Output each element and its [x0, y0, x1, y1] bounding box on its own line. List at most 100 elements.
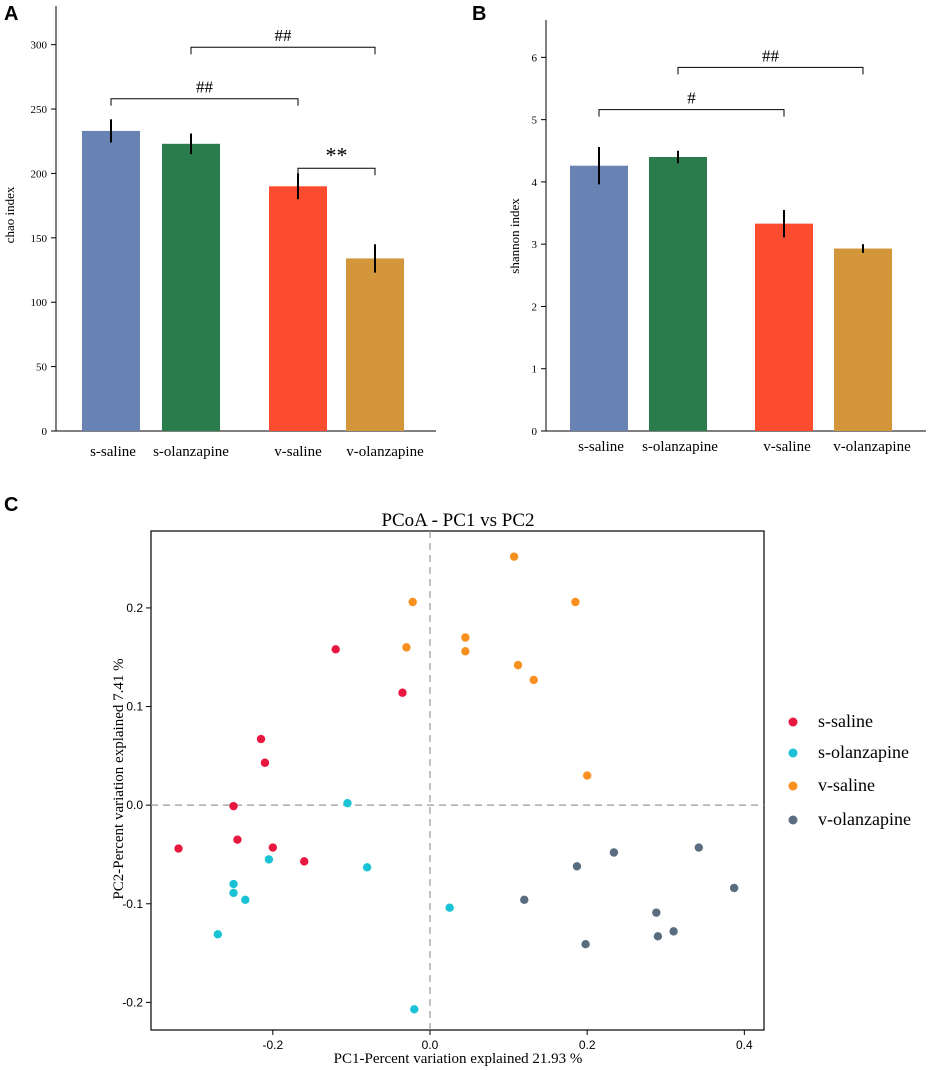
scatter-point-s-olanzapine: [264, 855, 274, 864]
scatter-point-s-saline: [260, 758, 270, 767]
category-label-s-olanzapine: s-olanzapine: [642, 439, 718, 455]
scatter-point-v-olanzapine: [609, 848, 619, 857]
y-tick-label: 0.0: [126, 798, 143, 812]
bar-s-olanzapine: [649, 157, 707, 431]
pcoa-y-axis-label: PC2-Percent variation explained 7.41 %: [111, 658, 127, 899]
bar-s-saline: [570, 165, 628, 431]
bar-v-saline: [269, 186, 327, 431]
scatter-point-v-olanzapine: [669, 927, 678, 936]
legend-label-s-olanzapine: s-olanzapine: [818, 742, 909, 762]
category-label-s-olanzapine: s-olanzapine: [153, 444, 229, 460]
legend-marker-v-saline: [788, 781, 798, 791]
scatter-point-s-saline: [256, 734, 266, 744]
scatter-point-v-saline: [461, 633, 470, 642]
legend-marker-v-olanzapine: [788, 815, 798, 825]
significance-bracket: [110, 98, 299, 106]
scatter-point-s-saline: [268, 843, 278, 852]
pcoa-scatter-plot: PCoA - PC1 vs PC2 PC1-Percent variation …: [111, 510, 911, 1067]
scatter-point-v-saline: [461, 647, 470, 656]
scatter-point-s-saline: [229, 801, 238, 811]
y-tick-label: 250: [31, 104, 48, 116]
bar-v-olanzapine: [346, 258, 404, 431]
significance-bracket: [677, 66, 864, 75]
scatter-point-v-saline: [582, 771, 592, 780]
panel-label-a: A: [4, 3, 18, 25]
category-label-v-olanzapine: v-olanzapine: [346, 444, 424, 460]
scatter-point-v-saline: [571, 597, 580, 607]
y-tick-label: 0.1: [126, 700, 143, 714]
legend-label-v-olanzapine: v-olanzapine: [818, 809, 911, 829]
y-tick-label: 200: [31, 168, 48, 180]
scatter-point-v-olanzapine: [572, 862, 582, 871]
x-tick-label: 0.0: [422, 1038, 439, 1052]
significance-label: ##: [196, 78, 214, 97]
bar-v-olanzapine: [834, 248, 892, 431]
scatter-point-v-olanzapine: [653, 932, 663, 941]
y-tick-label: 3: [532, 239, 538, 251]
x-tick-label: 0.2: [579, 1038, 596, 1052]
category-label-v-saline: v-saline: [274, 444, 322, 460]
scatter-point-v-saline: [513, 660, 523, 670]
scatter-point-s-olanzapine: [213, 930, 223, 939]
y-tick-label: 6: [532, 52, 538, 64]
scatter-point-v-saline: [402, 643, 411, 652]
chao-y-axis-label: chao index: [2, 186, 17, 243]
y-tick-label: 100: [31, 297, 48, 309]
x-tick-label: -0.2: [262, 1038, 283, 1052]
panel-label-c: C: [4, 494, 18, 516]
scatter-point-v-olanzapine: [729, 883, 739, 893]
y-tick-label: 5: [532, 115, 538, 127]
legend-label-s-saline: s-saline: [818, 711, 873, 731]
pcoa-title: PCoA - PC1 vs PC2: [381, 510, 534, 531]
x-tick-label: 0.4: [736, 1038, 753, 1052]
y-tick-label: 150: [31, 233, 48, 245]
category-label-s-saline: s-saline: [90, 444, 136, 460]
shannon-y-axis-label: shannon index: [507, 198, 522, 274]
scatter-point-v-saline: [529, 675, 538, 685]
scatter-point-v-olanzapine: [520, 895, 529, 905]
scatter-point-v-saline: [408, 597, 417, 607]
y-tick-label: 0: [532, 426, 538, 438]
y-tick-label: 300: [31, 40, 48, 52]
category-label-s-saline: s-saline: [578, 439, 624, 455]
bar-v-saline: [755, 223, 813, 431]
pcoa-x-axis-label: PC1-Percent variation explained 21.93 %: [334, 1051, 583, 1067]
category-label-v-saline: v-saline: [763, 439, 811, 455]
scatter-point-v-olanzapine: [581, 940, 590, 949]
scatter-point-s-olanzapine: [410, 1005, 419, 1014]
significance-label: #: [687, 89, 696, 108]
scatter-point-s-saline: [331, 645, 340, 654]
legend-label-v-saline: v-saline: [818, 775, 875, 795]
scatter-point-s-olanzapine: [241, 895, 250, 905]
plot-frame: [150, 530, 765, 1031]
scatter-point-s-saline: [300, 857, 309, 866]
y-tick-label: -0.2: [122, 995, 143, 1009]
scatter-point-s-saline: [398, 688, 407, 697]
legend-marker-s-saline: [788, 717, 798, 727]
scatter-point-s-olanzapine: [445, 903, 454, 912]
panel-label-b: B: [472, 3, 486, 25]
scatter-point-v-olanzapine: [652, 908, 661, 917]
bar-s-olanzapine: [162, 143, 220, 431]
significance-bracket: [190, 46, 376, 55]
scatter-point-s-olanzapine: [229, 879, 238, 889]
significance-label: **: [326, 142, 348, 167]
significance-label: ##: [762, 46, 780, 65]
significance-bracket: [598, 109, 785, 117]
y-tick-label: 0: [42, 426, 48, 438]
chao-bar-chart: chao index 0 50 100 150 200 250 300 s-saline s-o…: [2, 6, 436, 460]
y-tick-label: 0.2: [126, 601, 143, 615]
y-tick-label: 1: [532, 364, 538, 376]
y-tick-label: 50: [36, 362, 48, 374]
scatter-point-s-saline: [233, 835, 242, 844]
y-tick-label: -0.1: [122, 897, 143, 911]
scatter-point-s-olanzapine: [362, 863, 372, 872]
shannon-bar-chart: shannon index 0 1 2 3 4 5 6 s-saline s-olanzapin…: [507, 20, 926, 455]
bar-s-saline: [82, 130, 140, 431]
scatter-point-s-saline: [174, 844, 183, 853]
scatter-point-v-olanzapine: [694, 843, 703, 852]
y-tick-label: 2: [532, 301, 538, 313]
significance-bracket: [297, 167, 376, 176]
y-tick-label: 4: [532, 177, 538, 189]
